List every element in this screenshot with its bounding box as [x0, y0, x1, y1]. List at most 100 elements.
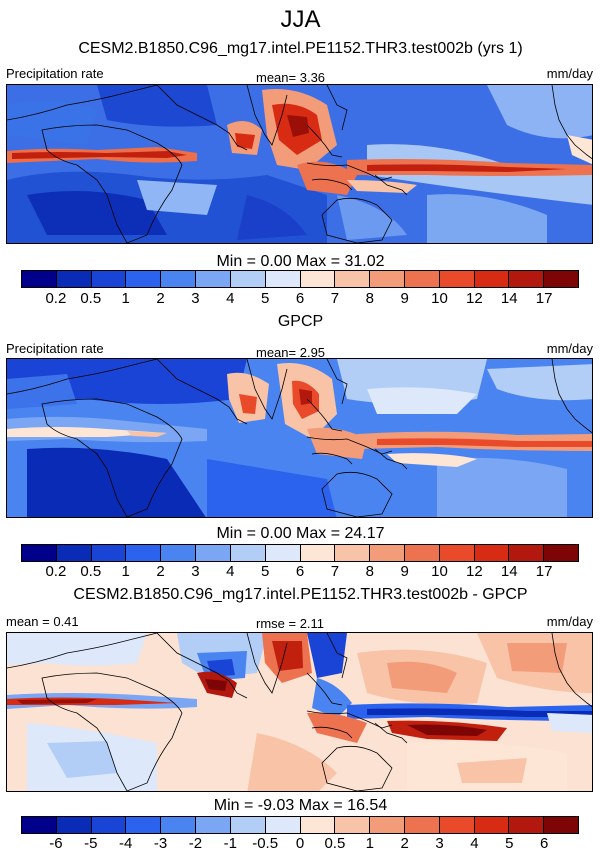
panel2-colorbar-tick-label: 0.5	[80, 563, 102, 580]
panel1-colorbar-swatch	[474, 271, 510, 287]
panel1-colorbar-swatch	[370, 271, 405, 287]
panel1-units-label: mm/day	[546, 66, 593, 81]
panel1-colorbar-swatch	[230, 271, 266, 287]
panel3-colorbar-tick-label: 2	[400, 835, 409, 852]
panel3-map	[6, 632, 593, 792]
panel3-colorbar-swatch	[474, 817, 510, 833]
panel2-colorbar-tick-label: 6	[295, 563, 305, 580]
panel3-colorbar-tick-label: -0.5	[252, 835, 279, 852]
panel1-colorbar-tick-label: 4	[226, 290, 235, 307]
panel3-colorbar-swatch	[300, 817, 336, 833]
panel3-colorbar-labels: -6 -5 -4 -3 -2 -1 -0.5 0 0.5 1 2 3 4 5 6	[21, 835, 579, 853]
panel1-colorbar-swatch	[335, 271, 371, 287]
panel1-colorbar-swatch	[126, 271, 162, 287]
panel3-colorbar-swatch	[265, 817, 301, 833]
panel2-colorbar-swatch	[509, 545, 545, 561]
panel1-colorbar-swatch	[265, 271, 301, 287]
panel1-colorbar-tick-label: 0.5	[80, 290, 102, 307]
panel1-colorbar-swatch	[91, 271, 127, 287]
panel1-colorbar-swatch	[56, 271, 92, 287]
panel1-colorbar-swatch	[439, 271, 475, 287]
panel2-colorbar	[21, 544, 579, 562]
panel2-colorbar-tick-label: 8	[365, 563, 374, 580]
panel3-colorbar-swatch	[370, 817, 405, 833]
panel2-colorbar-swatch	[91, 545, 127, 561]
panel2-colorbar-tick-label: 0.2	[45, 563, 67, 580]
panel2-colorbar-tick-label: 4	[226, 563, 235, 580]
panel1-colorbar-tick-label: 14	[500, 290, 518, 307]
panel2-colorbar-swatch	[126, 545, 162, 561]
panel3-colorbar-swatch	[404, 817, 440, 833]
panel2-colorbar-tick-label: 12	[466, 563, 483, 580]
panel2-colorbar-swatch	[56, 545, 92, 561]
panel2-colorbar-tick-label: 9	[400, 563, 409, 580]
panel3-units-label: mm/day	[546, 614, 593, 629]
panel1-minmax: Min = 0.00 Max = 31.02	[216, 253, 385, 270]
panel1-colorbar-tick-label: 3	[191, 290, 200, 307]
panel1-colorbar-tick-label: 12	[466, 290, 483, 307]
panel2-variable-label: Precipitation rate	[6, 341, 104, 356]
figure-title: JJA	[280, 6, 321, 33]
panel3-colorbar-tick-label: -6	[49, 835, 63, 852]
panel1-colorbar-tick-label: 9	[400, 290, 409, 307]
panel2-colorbar-tick-label: 17	[535, 563, 553, 580]
panel1-colorbar	[21, 270, 579, 288]
panel2-colorbar-tick-label: 14	[500, 563, 518, 580]
panel3-colorbar-tick-label: 1	[365, 835, 374, 852]
panel1-colorbar-swatch	[404, 271, 440, 287]
panel3-colorbar-tick-label: -5	[84, 835, 98, 852]
panel3-colorbar-tick-label: 4	[470, 835, 479, 852]
panel3-colorbar-swatch	[22, 817, 57, 833]
panel2-colorbar-swatch	[474, 545, 510, 561]
panel3-colorbar-swatch	[230, 817, 266, 833]
panel2-colorbar-swatch	[22, 545, 57, 561]
panel2-colorbar-swatch	[196, 545, 231, 561]
panel3-colorbar-swatch	[509, 817, 545, 833]
panel3-colorbar-swatch	[439, 817, 475, 833]
panel1-colorbar-tick-label: 5	[260, 290, 270, 307]
panel2-colorbar-swatch	[370, 545, 405, 561]
panel3-colorbar-tick-label: 0.5	[324, 835, 346, 852]
panel3-colorbar-tick-label: 0	[295, 835, 305, 852]
panel3-colorbar-swatch	[196, 817, 231, 833]
panel1-colorbar-swatch	[300, 271, 336, 287]
panel2-colorbar-labels: 0.2 0.5 1 2 3 4 5 6 7 8 9 10 12 14 17	[21, 563, 579, 581]
panel2-units-label: mm/day	[546, 341, 593, 356]
panel2-colorbar-swatch	[300, 545, 336, 561]
panel2-map	[6, 358, 593, 518]
panel2-colorbar-tick-label: 3	[191, 563, 200, 580]
panel2-colorbar-tick-label: 5	[260, 563, 270, 580]
panel3-colorbar-tick-label: 5	[505, 835, 514, 852]
panel2-title: GPCP	[277, 313, 324, 330]
panel3-colorbar-tick-label: -4	[118, 835, 133, 852]
panel2-colorbar-swatch	[544, 545, 578, 561]
panel3-title: CESM2.B1850.C96_mg17.intel.PE1152.THR3.t…	[73, 586, 528, 603]
panel1-colorbar-swatch	[509, 271, 545, 287]
panel1-colorbar-swatch	[196, 271, 231, 287]
panel1-colorbar-tick-label: 2	[156, 290, 165, 307]
panel2-colorbar-tick-label: 10	[431, 563, 448, 580]
panel3-colorbar-swatch	[335, 817, 371, 833]
panel3-colorbar-tick-label: 6	[539, 835, 549, 852]
panel1-colorbar-swatch	[544, 271, 578, 287]
panel2-colorbar-tick-label: 2	[156, 563, 165, 580]
panel2-colorbar-tick-label: 1	[121, 563, 130, 580]
panel3-minmax: Min = -9.03 Max = 16.54	[213, 797, 388, 814]
panel3-colorbar-swatch	[161, 817, 197, 833]
panel2-colorbar-swatch	[265, 545, 301, 561]
panel3-colorbar-tick-label: 3	[435, 835, 444, 852]
panel1-colorbar-tick-label: 7	[330, 290, 340, 307]
panel1-variable-label: Precipitation rate	[6, 66, 104, 81]
panel2-colorbar-swatch	[404, 545, 440, 561]
panel1-colorbar-swatch	[161, 271, 197, 287]
panel1-colorbar-swatch	[22, 271, 57, 287]
panel3-colorbar-swatch	[544, 817, 578, 833]
panel2-colorbar-swatch	[230, 545, 266, 561]
panel3-colorbar-tick-label: -3	[153, 835, 168, 852]
panel3-colorbar-tick-label: -2	[188, 835, 203, 852]
panel2-colorbar-swatch	[335, 545, 371, 561]
panel2-minmax: Min = 0.00 Max = 24.17	[216, 525, 385, 542]
panel3-rmse-label: rmse = 2.11	[256, 616, 325, 631]
panel3-colorbar	[21, 816, 579, 834]
panel1-title: CESM2.B1850.C96_mg17.intel.PE1152.THR3.t…	[78, 40, 523, 57]
